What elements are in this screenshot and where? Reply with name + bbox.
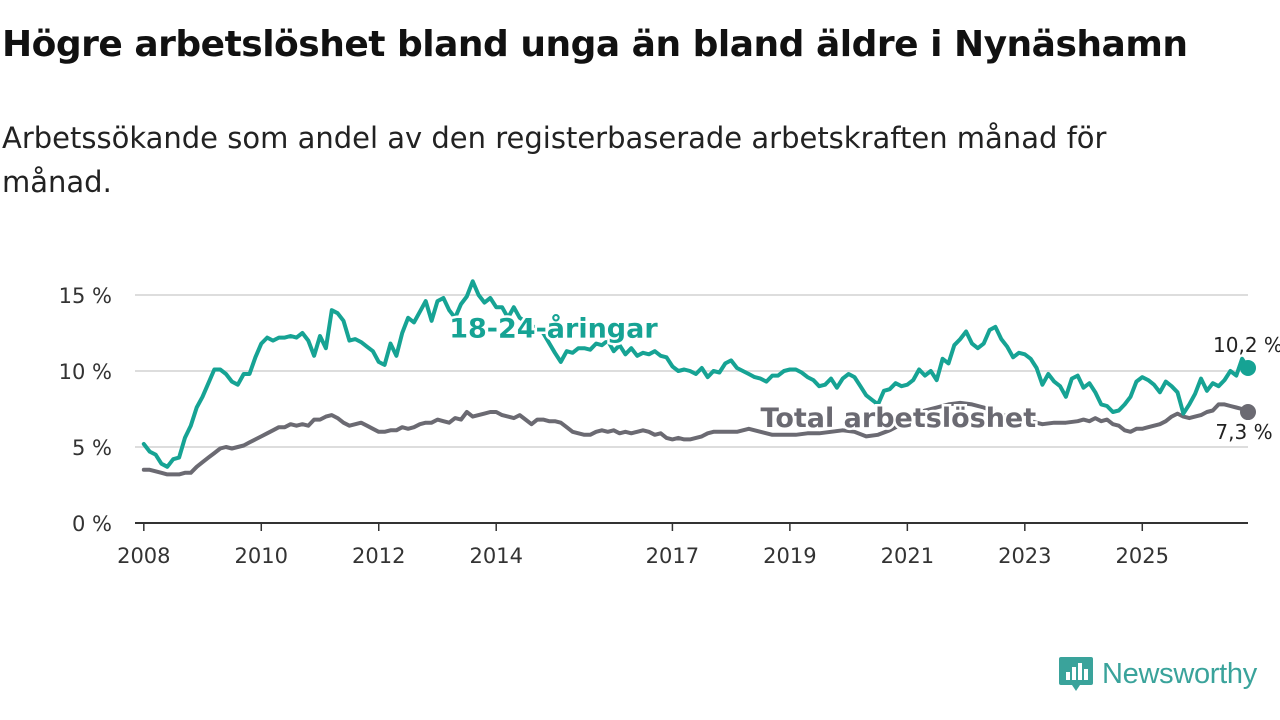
x-axis-ticks: 2008 2010 2012 2014 2017 2019 2021 2023 2025 [117, 523, 1169, 568]
end-value-18-24: 10,2 % [1213, 333, 1280, 357]
x-tick-label: 2021 [881, 544, 934, 568]
newsworthy-logo-icon [1059, 657, 1093, 691]
x-tick-label: 2019 [763, 544, 816, 568]
chart-subtitle: Arbetssökande som andel av den registerb… [2, 121, 1107, 199]
y-tick-label: 10 % [59, 360, 112, 384]
y-axis-ticks: 0 % 5 % 10 % 15 % [59, 284, 112, 536]
x-tick-label: 2017 [646, 544, 699, 568]
x-tick-label: 2012 [352, 544, 405, 568]
x-tick-label: 2014 [469, 544, 522, 568]
x-tick-label: 2010 [235, 544, 288, 568]
series-lines [141, 279, 1250, 477]
chart-title: Högre arbetslöshet bland unga än bland ä… [2, 24, 1188, 65]
x-tick-label: 2023 [998, 544, 1051, 568]
brand-logo: Newsworthy [1058, 654, 1257, 694]
brand-name: Newsworthy [1102, 657, 1257, 690]
series-label-18-24: 18-24-åringar [449, 313, 658, 345]
x-tick-label: 2025 [1116, 544, 1169, 568]
end-markers: 10,2 % 7,3 % [1213, 333, 1280, 444]
end-marker-total [1240, 404, 1256, 421]
y-tick-label: 0 % [72, 512, 112, 536]
y-tick-label: 5 % [72, 436, 112, 460]
series-label-total: Total arbetslöshet [761, 403, 1037, 434]
series-line-18-24 [141, 279, 1250, 469]
y-tick-label: 15 % [59, 284, 112, 308]
end-marker-18-24 [1240, 359, 1256, 376]
series-line-total [141, 400, 1250, 477]
end-value-total: 7,3 % [1215, 420, 1272, 444]
x-tick-label: 2008 [117, 544, 170, 568]
series-labels: 18-24-åringar Total arbetslöshet [447, 310, 1039, 437]
